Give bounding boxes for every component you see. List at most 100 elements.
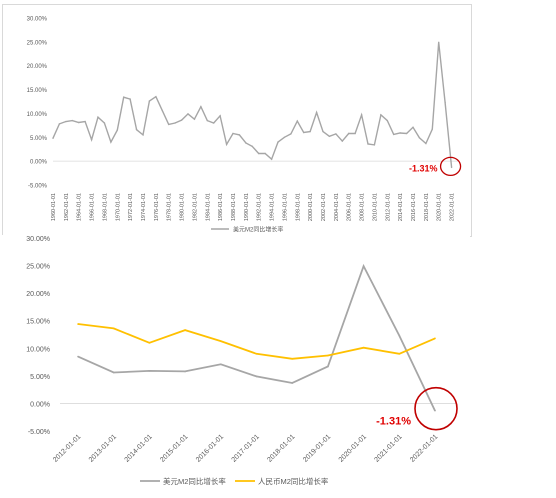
- usd-m2-point: [84, 120, 86, 123]
- usd-m2-point: [335, 133, 337, 135]
- y-tick-label: 25.00%: [26, 264, 50, 271]
- usd-m2-point: [399, 132, 401, 134]
- usd-m2-point: [354, 132, 356, 135]
- usd-m2-point: [348, 132, 350, 135]
- cny-m2-point: [327, 354, 329, 357]
- usd-m2-point: [103, 122, 106, 124]
- y-tick-label: 5.00%: [30, 136, 48, 142]
- usd-m2-point: [255, 375, 258, 378]
- legend-label-usd: 美元M2同比增长率: [163, 476, 226, 486]
- m2-comparison-chart-svg: -5.00% 0.00% 5.00% 10.00% 15.00% 20.00% 25.00%…: [26, 236, 458, 486]
- x-tick-label: 1998-01-01: [295, 193, 301, 221]
- usd-m2-point: [405, 132, 408, 135]
- cny-m2-point: [362, 346, 365, 349]
- x-tick-label: 2012-01-01: [52, 433, 82, 463]
- x-tick-label: 2018-01-01: [266, 433, 296, 463]
- usd-m2-point: [258, 152, 260, 155]
- usd-m2-point: [283, 136, 286, 138]
- usd-m2-point: [277, 141, 279, 143]
- usd-m2-point: [444, 101, 446, 104]
- us-m2-long-chart: -5.00% 0.00% 5.00% 10.00% 15.00% 20.00% 25.00%…: [2, 4, 472, 237]
- usd-m2-point: [213, 122, 215, 124]
- cny-m2-point: [398, 353, 401, 355]
- usd-m2-point: [78, 121, 80, 124]
- usd-m2-point: [123, 96, 125, 98]
- usd-m2-point: [219, 115, 221, 117]
- usd-m2-point: [309, 130, 311, 133]
- cny-m2-point: [255, 353, 258, 355]
- usd-m2-point: [393, 133, 395, 136]
- usd-m2-point: [148, 370, 151, 372]
- m2-comparison-chart: -5.00% 0.00% 5.00% 10.00% 15.00% 20.00% 25.00%…: [2, 235, 470, 497]
- usd-m2-point: [450, 166, 453, 169]
- usd-m2-point: [245, 142, 247, 144]
- usd-m2-point: [180, 119, 183, 121]
- x-tick-label: 2021-01-01: [373, 433, 403, 463]
- usd-m2-point: [168, 123, 170, 126]
- legend-label-cny: 人民币M2同比增长率: [258, 476, 329, 486]
- x-tick-label: 1988-01-01: [231, 193, 237, 221]
- usd-m2-point: [327, 365, 329, 368]
- y-tick-label: 15.00%: [26, 319, 50, 326]
- annotation-label: -1.31%: [409, 163, 438, 173]
- usd-m2-point: [264, 152, 266, 155]
- x-tick-label: 1966-01-01: [90, 193, 96, 221]
- x-tick-label: 2016-01-01: [195, 433, 225, 463]
- x-tick-label: 1994-01-01: [270, 193, 276, 221]
- cny-m2-point: [112, 327, 115, 330]
- usd-m2-point: [367, 143, 369, 145]
- y-tick-label: -5.00%: [28, 429, 50, 436]
- y-tick-label: 0.00%: [30, 160, 48, 166]
- y-tick-label: 15.00%: [27, 88, 48, 94]
- usd-m2-point: [328, 135, 331, 138]
- x-tick-label: 2014-01-01: [398, 193, 404, 221]
- cny-m2-point: [148, 341, 151, 344]
- us-m2-long-chart-svg: -5.00% 0.00% 5.00% 10.00% 15.00% 20.00% 25.00%…: [27, 17, 462, 234]
- usd-m2-point: [116, 129, 118, 131]
- usd-m2-point: [412, 126, 414, 128]
- usd-m2-point: [90, 138, 93, 141]
- x-tick-label: 1968-01-01: [102, 193, 108, 221]
- x-tick-label: 2012-01-01: [385, 193, 391, 221]
- x-tick-label: 1978-01-01: [167, 193, 173, 221]
- y-tick-label: 0.00%: [30, 401, 50, 408]
- usd-m2-point: [315, 111, 318, 114]
- x-tick-label: 1974-01-01: [141, 193, 147, 221]
- cny-m2-point: [184, 329, 186, 331]
- y-tick-label: 5.00%: [30, 374, 50, 381]
- x-tick-label: 2022-01-01: [450, 193, 456, 221]
- x-tick-label: 2008-01-01: [360, 193, 366, 221]
- y-tick-label: 20.00%: [27, 64, 48, 70]
- usd-m2-point: [225, 143, 228, 146]
- x-tick-label: 1986-01-01: [218, 193, 224, 221]
- usd-m2-point: [251, 145, 253, 148]
- usd-m2-point: [291, 382, 294, 384]
- usd-m2-point: [112, 371, 115, 374]
- usd-m2-point: [425, 142, 427, 145]
- usd-m2-point: [148, 100, 151, 102]
- usd-m2-point: [220, 363, 222, 366]
- x-tick-label: 2020-01-01: [437, 193, 443, 221]
- cny-m2-point: [291, 357, 294, 360]
- cny-m2-point: [434, 337, 436, 340]
- x-tick-label: 2018-01-01: [424, 193, 430, 221]
- highlight-circle: [439, 156, 462, 177]
- usd-m2-point: [380, 114, 382, 116]
- y-tick-label: 25.00%: [27, 40, 48, 46]
- usd-m2-point: [97, 116, 99, 118]
- usd-m2-point: [161, 109, 163, 112]
- legend-label-usd: 美元M2同比增长率: [233, 226, 283, 234]
- x-tick-label: 2006-01-01: [347, 193, 353, 221]
- usd-m2-point: [193, 118, 196, 120]
- x-tick-label: 1996-01-01: [282, 193, 288, 221]
- usd-m2-point: [135, 128, 138, 131]
- usd-m2-point: [52, 137, 54, 139]
- y-tick-label: 10.00%: [27, 112, 48, 118]
- x-tick-label: 2017-01-01: [231, 433, 261, 463]
- usd-m2-point: [65, 120, 67, 123]
- y-tick-label: 30.00%: [26, 236, 50, 243]
- usd-m2-point: [155, 96, 157, 98]
- x-tick-label: 2016-01-01: [411, 193, 417, 221]
- usd-m2-series-line: [77, 263, 436, 412]
- annotation-label: -1.31%: [376, 416, 411, 428]
